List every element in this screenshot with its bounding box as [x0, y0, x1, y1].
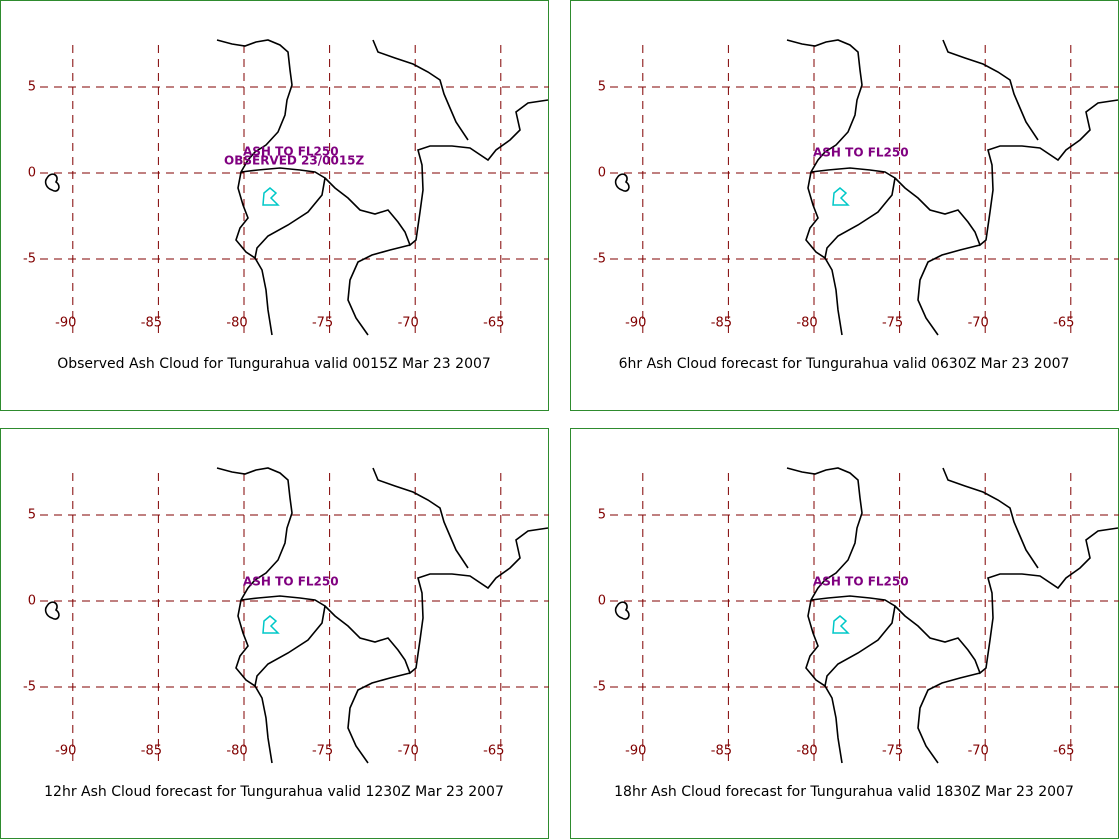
- map-panel: -90 -85 -80 -75 -70 -65 5 0 -5 ASH TO FL250 12hr A…: [0, 428, 549, 839]
- x-tick-label: -80: [796, 744, 817, 759]
- y-tick-label: 5: [28, 80, 36, 95]
- x-tick-label: -90: [625, 744, 646, 759]
- y-tick-label: -5: [23, 680, 36, 695]
- map-panel: -90 -85 -80 -75 -70 -65 5 0 -5 ASH TO FL250OBSERV…: [0, 0, 549, 411]
- caption: 6hr Ash Cloud forecast for Tungurahua va…: [619, 356, 1070, 372]
- y-tick-label: -5: [23, 252, 36, 267]
- x-tick-label: -75: [312, 744, 333, 759]
- x-tick-label: -65: [1053, 744, 1074, 759]
- x-tick-label: -80: [226, 316, 247, 331]
- x-tick-label: -65: [483, 744, 504, 759]
- x-tick-label: -85: [711, 316, 732, 331]
- x-tick-label: -90: [55, 744, 76, 759]
- map-panel: -90 -85 -80 -75 -70 -65 5 0 -5 ASH TO FL250 6hr As…: [570, 0, 1119, 411]
- x-tick-label: -75: [882, 744, 903, 759]
- x-tick-label: -80: [796, 316, 817, 331]
- caption: 12hr Ash Cloud forecast for Tungurahua v…: [44, 784, 504, 800]
- y-tick-label: 5: [598, 80, 606, 95]
- caption: 18hr Ash Cloud forecast for Tungurahua v…: [614, 784, 1074, 800]
- x-tick-label: -65: [1053, 316, 1074, 331]
- annotation: ASH TO FL250: [243, 145, 339, 159]
- x-tick-label: -65: [483, 316, 504, 331]
- x-tick-label: -75: [312, 316, 333, 331]
- map-panel: -90 -85 -80 -75 -70 -65 5 0 -5 ASH TO FL250 18hr A…: [570, 428, 1119, 839]
- y-tick-label: -5: [593, 680, 606, 695]
- annotation: OBSERVED 23/0015Z: [224, 154, 365, 168]
- y-tick-label: 0: [28, 594, 36, 609]
- x-tick-label: -70: [968, 316, 989, 331]
- y-tick-label: 0: [598, 594, 606, 609]
- x-tick-label: -85: [711, 744, 732, 759]
- x-tick-label: -70: [398, 316, 419, 331]
- x-tick-label: -90: [55, 316, 76, 331]
- annotation: ASH TO FL250: [813, 575, 909, 589]
- y-tick-label: 0: [598, 166, 606, 181]
- x-tick-label: -70: [398, 744, 419, 759]
- x-tick-label: -90: [625, 316, 646, 331]
- y-tick-label: 0: [28, 166, 36, 181]
- y-tick-label: 5: [28, 508, 36, 523]
- x-tick-label: -70: [968, 744, 989, 759]
- x-tick-label: -75: [882, 316, 903, 331]
- x-tick-label: -85: [141, 316, 162, 331]
- annotation: ASH TO FL250: [813, 146, 909, 160]
- x-tick-label: -80: [226, 744, 247, 759]
- x-tick-label: -85: [141, 744, 162, 759]
- y-tick-label: -5: [593, 252, 606, 267]
- y-tick-label: 5: [598, 508, 606, 523]
- annotation: ASH TO FL250: [243, 575, 339, 589]
- caption: Observed Ash Cloud for Tungurahua valid …: [57, 356, 491, 372]
